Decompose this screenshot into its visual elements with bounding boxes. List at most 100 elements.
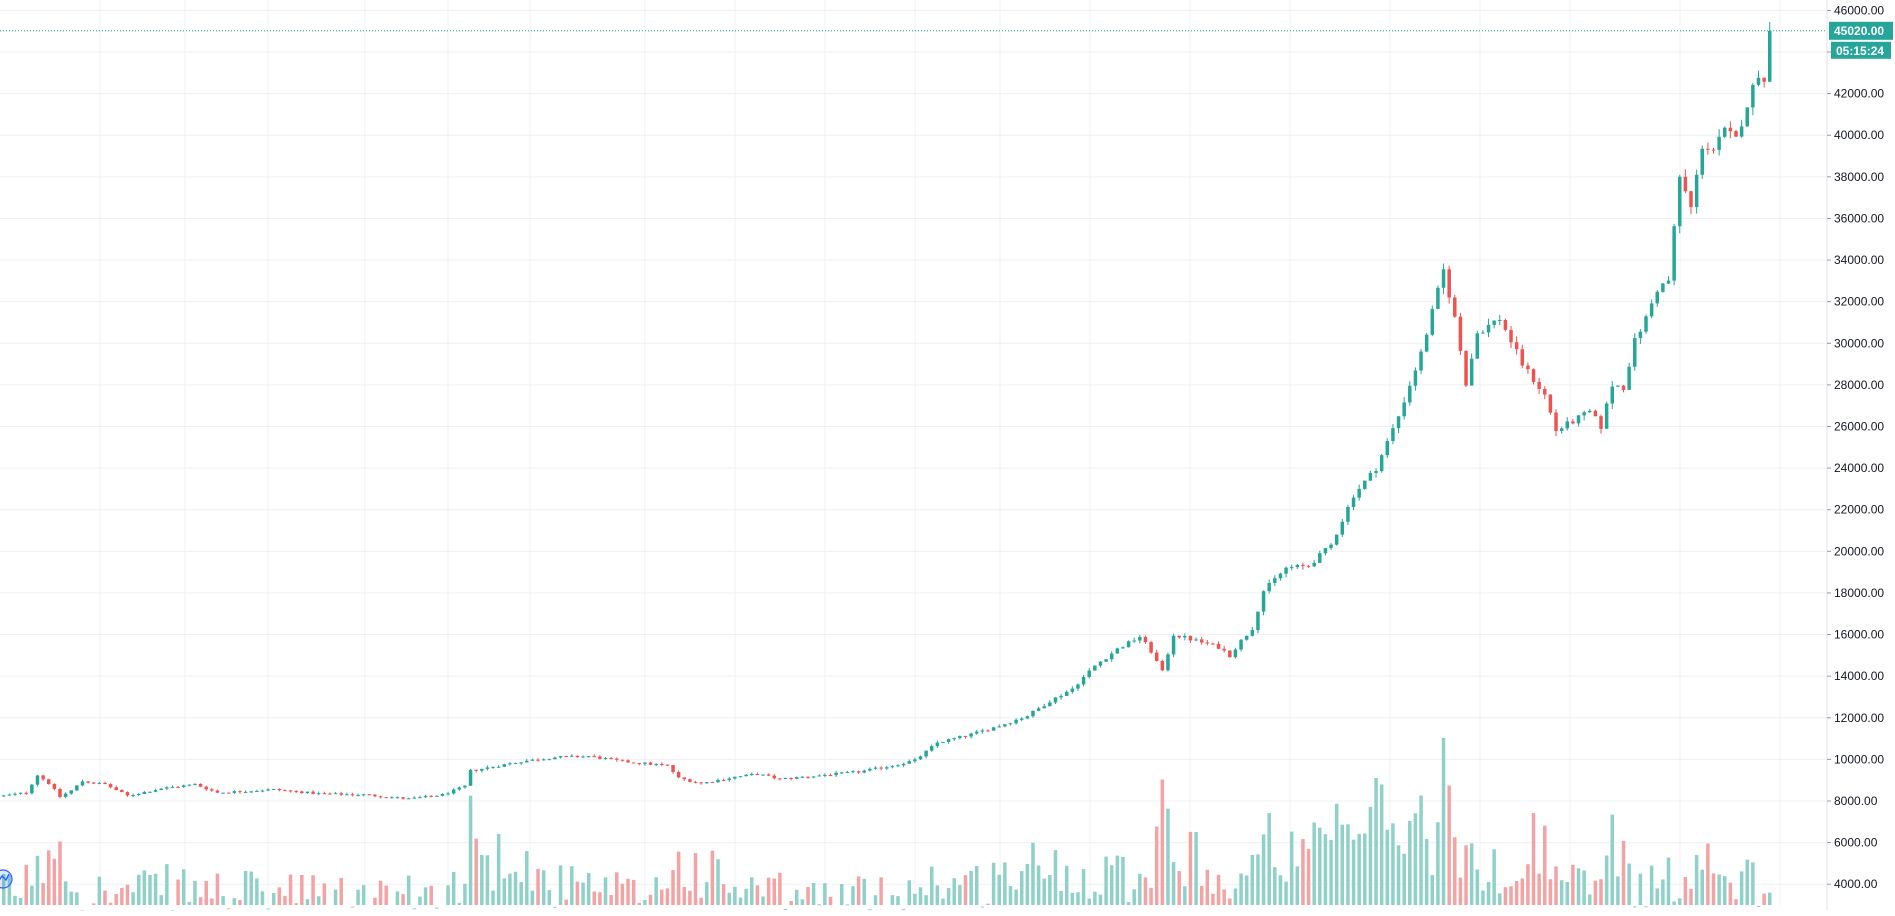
candle-body [1065,692,1068,696]
volume-bar [784,909,787,910]
price-axis-label: 28000.00 [1834,378,1884,392]
candle [92,782,95,784]
volume-bar [255,878,258,905]
candle [1228,650,1231,657]
candle-body [1239,640,1242,650]
candle [508,762,511,765]
volume-bar [812,883,815,905]
candle-body [778,778,781,779]
candle [1132,638,1135,643]
candle-body [1172,636,1175,655]
candle-body [390,797,393,798]
candle-body [1087,671,1090,677]
volume-bar [396,891,399,905]
volume-bar [1656,888,1659,905]
volume-bar [1436,822,1439,905]
candle-body [221,793,224,794]
candle [722,779,725,781]
volume-bar [896,896,899,905]
volume-bar [1487,882,1490,905]
volume-bar [846,904,849,905]
candle-body [1515,342,1518,349]
candle-body [306,792,309,793]
volume-bar [711,851,714,905]
volume-bar [1402,854,1405,905]
candle-body [278,789,281,790]
candle-body [1234,650,1237,658]
candle-body [508,763,511,764]
candle-body [1251,630,1254,636]
candle-body [1431,309,1434,335]
candle-body [1706,149,1709,150]
volume-bar [1161,780,1164,905]
candle-body [474,770,477,771]
volume-bar [570,866,573,905]
volume-bar [666,888,669,905]
candle [958,735,961,739]
candle [1549,394,1552,415]
candle-body [626,760,629,762]
candle-body [1155,653,1158,661]
price-axis[interactable]: 4000.006000.008000.0010000.0012000.00140… [1827,0,1884,911]
volume-bar [531,891,534,905]
volume-bar [1678,898,1681,905]
candle [1594,409,1597,416]
volume-bar [69,892,72,905]
candle [1346,505,1349,525]
volume-bar [98,877,101,905]
price-axis-label: 32000.00 [1834,295,1884,309]
candle [514,763,517,765]
candle [593,754,596,757]
candle [1059,694,1062,700]
chart-logo-icon[interactable] [0,870,12,888]
volume-bar [728,893,731,905]
candle [435,795,438,796]
candle-body [1611,387,1614,404]
candle [1616,385,1619,387]
volume-bar [643,900,646,905]
candle-body [559,756,562,757]
volume-bar [1644,906,1647,907]
candle-body [694,782,697,783]
candle-body [1014,720,1017,723]
volume-bar [1515,881,1518,905]
candle [1757,71,1760,87]
candle-body [1357,489,1360,498]
candle-body [1442,269,1445,287]
candle-body [1037,708,1040,711]
candle-body [604,758,607,759]
candle-body [1003,724,1006,726]
candle-body [1048,703,1051,707]
volume-bar [491,890,494,905]
candle [1684,169,1687,193]
volume-bar [1414,813,1417,905]
volume-bar [1335,804,1338,905]
candle [1009,723,1012,726]
volume-bar [1329,840,1332,905]
candle [1599,414,1602,433]
candle [261,790,264,793]
candle [1734,130,1737,137]
volume-bar [778,873,781,905]
candle [429,795,432,797]
candle [609,757,612,759]
candle [857,771,860,774]
candle-layer [2,22,1771,800]
candle-body [148,792,151,793]
candle [486,765,489,770]
candle [283,790,286,792]
candle [924,750,927,758]
candle [1622,385,1625,392]
volume-bar [1014,890,1017,905]
volume-bar [1712,873,1715,905]
candle-body [1712,150,1715,151]
volume-bar [975,866,978,905]
candle [688,779,691,783]
candle [885,766,888,770]
candle [981,729,984,734]
price-badge-group: 45020.00 05:15:24 [1829,22,1893,59]
candle [204,786,207,791]
candle-body [525,761,528,763]
